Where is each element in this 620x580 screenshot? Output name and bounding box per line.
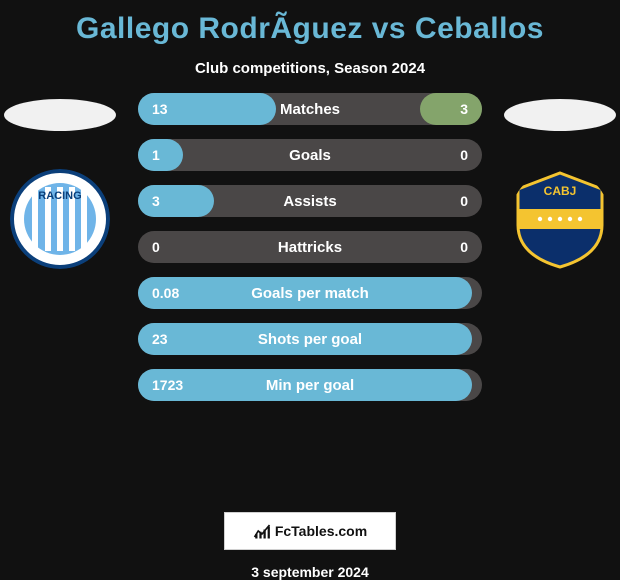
stat-row: Shots per goal23	[138, 323, 482, 355]
stat-value-right: 3	[460, 101, 468, 117]
stat-row: Min per goal1723	[138, 369, 482, 401]
svg-text:RACING: RACING	[38, 190, 81, 202]
left-club-badge: RACING	[10, 169, 110, 269]
stat-label: Hattricks	[138, 239, 482, 256]
stat-row: Goals per match0.08	[138, 277, 482, 309]
svg-text:CABJ: CABJ	[544, 184, 577, 198]
stats-column: Matches133Goals10Assists30Hattricks00Goa…	[120, 93, 500, 401]
racing-badge-icon: RACING	[10, 169, 110, 269]
boca-badge-icon: CABJ	[510, 169, 610, 269]
left-player-column: RACING	[0, 93, 120, 269]
stat-row: Hattricks0 0	[138, 231, 482, 263]
branding-box[interactable]: FcTables.com	[224, 512, 396, 550]
page-subtitle: Club competitions, Season 2024	[195, 60, 425, 77]
stat-value-left: 0	[152, 239, 160, 255]
right-player-column: CABJ	[500, 93, 620, 269]
stat-bar-left	[138, 277, 472, 309]
left-player-ellipse	[4, 99, 116, 131]
stat-row: Assists30	[138, 185, 482, 217]
stat-bar-left	[138, 185, 214, 217]
stat-value-left: 13	[152, 101, 168, 117]
stat-row: Matches133	[138, 93, 482, 125]
stat-row: Goals1 0	[138, 139, 482, 171]
stat-value-right: 0	[460, 193, 468, 209]
infographic-date: 3 september 2024	[251, 564, 369, 580]
stat-label: Goals	[138, 147, 482, 164]
content-area: RACING Matches133Goals10Assists30Hattric…	[0, 93, 620, 498]
stat-value-left: 1723	[152, 377, 183, 393]
stat-bar-right	[420, 93, 482, 125]
stat-value-right: 0	[460, 239, 468, 255]
stat-value-left: 23	[152, 331, 168, 347]
stat-value-left: 0.08	[152, 285, 179, 301]
stat-bar-left	[138, 139, 183, 171]
stat-value-right: 0	[460, 147, 468, 163]
chart-up-icon	[253, 522, 271, 540]
right-player-ellipse	[504, 99, 616, 131]
stat-value-left: 3	[152, 193, 160, 209]
stat-bar-left	[138, 369, 472, 401]
branding-text: FcTables.com	[275, 523, 367, 539]
right-club-badge: CABJ	[510, 169, 610, 269]
comparison-infographic: Gallego RodrÃ­guez vs Ceballos Club comp…	[0, 0, 620, 580]
page-title: Gallego RodrÃ­guez vs Ceballos	[76, 12, 544, 46]
stat-value-left: 1	[152, 147, 160, 163]
stat-bar-left	[138, 323, 472, 355]
